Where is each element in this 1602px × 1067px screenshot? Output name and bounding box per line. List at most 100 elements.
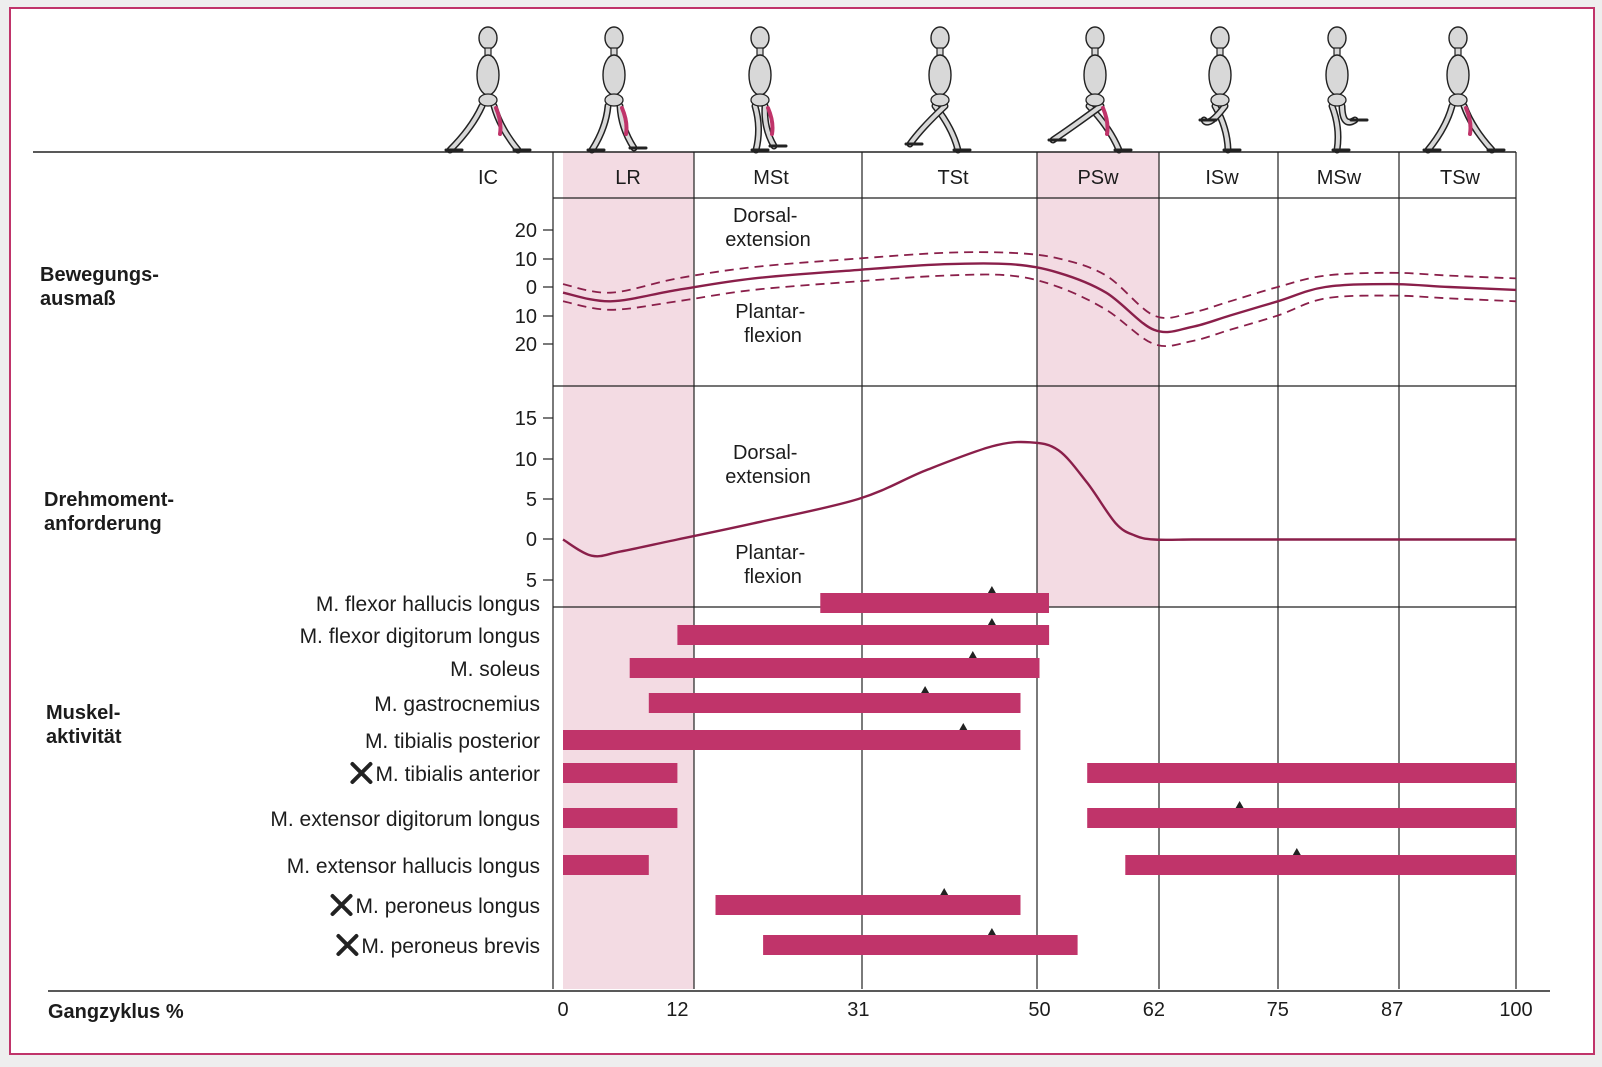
phase-label-msw: MSw <box>1317 167 1362 189</box>
x-tick-label: 12 <box>666 999 688 1021</box>
x-tick-label: 50 <box>1028 999 1050 1021</box>
torque-y-tick-label: 5 <box>526 570 537 592</box>
peak-marker <box>987 586 996 593</box>
muscle-label: M. peroneus brevis <box>361 935 540 958</box>
torque-y-tick-label: 15 <box>515 408 537 430</box>
range-y-ticks: 20 10 0 10 20 <box>515 220 553 356</box>
phase-label-ic: IC <box>478 167 498 189</box>
muscle-activity-bar <box>1087 808 1516 828</box>
range-dorsal-label-line1: Dorsal- <box>733 205 797 227</box>
walker-leg-fill <box>618 104 636 150</box>
muscle-label: M. flexor digitorum longus <box>300 625 540 648</box>
gait-figures <box>444 26 1506 154</box>
section-label-torque: Drehmoment- anforderung <box>44 489 180 535</box>
peak-marker <box>1292 848 1301 855</box>
muscle-row: M. extensor hallucis longus <box>287 848 1516 878</box>
muscle-activity-bar <box>763 935 1078 955</box>
muscle-label: M. flexor hallucis longus <box>316 593 540 616</box>
torque-demand-chart: 15 10 5 0 5 Dorsal- extension Plantar- flexi… <box>515 408 1516 592</box>
x-tick-label: 0 <box>557 999 568 1021</box>
walker-figure <box>586 26 648 154</box>
muscle-activity-bar <box>629 658 1040 678</box>
muscle-label: M. soleus <box>450 658 540 681</box>
peak-marker <box>1235 801 1244 808</box>
muscle-row: M. peroneus longus <box>330 888 1021 918</box>
walker-leg-fill <box>753 104 761 152</box>
x-tick-label: 100 <box>1499 999 1532 1021</box>
walker-leg-fill <box>1051 104 1103 142</box>
muscle-row: M. peroneus brevis <box>336 928 1078 958</box>
range-plantar-label: Plantar- flexion <box>735 301 811 347</box>
muscle-row: M. flexor digitorum longus <box>300 618 1050 648</box>
muscle-label: M. extensor hallucis longus <box>287 855 540 878</box>
muscle-activity-bar <box>563 730 1021 750</box>
peak-marker <box>968 651 977 658</box>
muscle-activity-bar <box>563 763 678 783</box>
x-mark-icon <box>350 762 373 784</box>
torque-y-tick-label: 0 <box>526 529 537 551</box>
peak-marker <box>940 888 949 895</box>
x-tick-label: 87 <box>1381 999 1403 1021</box>
muscle-label: M. peroneus longus <box>356 895 540 918</box>
muscle-label: M. gastrocnemius <box>374 693 540 716</box>
torque-y-tick-label: 10 <box>515 449 537 471</box>
peak-marker <box>959 723 968 730</box>
torque-dorsal-label-line1: Dorsal- <box>733 442 797 464</box>
range-plantar-label-line1: Plantar- <box>735 301 805 323</box>
table-grid <box>33 151 1550 992</box>
x-tick-label: 75 <box>1267 999 1289 1021</box>
peak-marker <box>987 928 996 935</box>
muscle-activity-bar <box>715 895 1021 915</box>
walker-active-muscle <box>1101 106 1110 136</box>
phase-label-psw: PSw <box>1077 167 1119 189</box>
muscle-activity-bar <box>820 593 1049 613</box>
x-tick-label: 62 <box>1143 999 1165 1021</box>
torque-y-ticks: 15 10 5 0 5 <box>515 408 553 592</box>
x-tick-label: 31 <box>847 999 869 1021</box>
muscle-row: M. extensor digitorum longus <box>270 801 1516 831</box>
section-label-range-line2: ausmaß <box>40 288 116 310</box>
muscle-activity-bar <box>1125 855 1516 875</box>
walker-figure <box>1325 26 1369 154</box>
walker-figure <box>904 26 972 154</box>
walker-figure <box>1422 26 1506 154</box>
phase-label-tsw: TSw <box>1440 167 1481 189</box>
phase-header: IC LR MSt TSt PSw ISw MSw TSw <box>478 167 1481 189</box>
range-y-tick-label: 10 <box>515 249 537 271</box>
muscle-row: M. tibialis anterior <box>350 762 1516 786</box>
section-labels: Bewegungs- ausmaß Drehmoment- anforderun… <box>40 264 180 748</box>
x-mark-icon <box>330 894 353 916</box>
preswing-shade <box>1037 152 1159 607</box>
section-label-muscle-line1: Muskel- <box>46 702 120 724</box>
muscle-row: M. gastrocnemius <box>374 686 1021 716</box>
phase-label-mst: MSt <box>753 167 789 189</box>
section-label-range: Bewegungs- ausmaß <box>40 264 164 310</box>
range-series-lines <box>562 251 1517 347</box>
section-label-range-line1: Bewegungs- <box>40 264 159 286</box>
x-mark-icon <box>336 934 359 956</box>
peak-marker <box>987 618 996 625</box>
range-plantar-label-line2: flexion <box>744 325 802 347</box>
walker-leg-fill <box>1330 104 1340 152</box>
phase-label-tst: TSt <box>937 167 969 189</box>
muscle-label: M. tibialis anterior <box>375 763 540 786</box>
muscle-activity-bar <box>563 855 649 875</box>
walker-active-muscle <box>1464 106 1473 136</box>
section-label-muscle: Muskel- aktivität <box>46 702 126 748</box>
torque-series-line <box>562 440 1516 558</box>
walker-figure <box>444 26 532 154</box>
torque-plantar-label: Plantar- flexion <box>735 542 811 588</box>
range-dorsal-label-line2: extension <box>725 229 811 251</box>
range-y-tick-label: 0 <box>526 277 537 299</box>
torque-dorsal-label-line2: extension <box>725 466 811 488</box>
section-label-torque-line1: Drehmoment- <box>44 489 174 511</box>
section-label-torque-line2: anforderung <box>44 513 162 535</box>
gait-cycle-axis: Gangzyklus % 0 12 31 50 62 75 87 100 <box>48 999 1533 1023</box>
muscle-activity-bar <box>1087 763 1516 783</box>
muscle-activity-bar <box>563 808 678 828</box>
x-axis-label: Gangzyklus % <box>48 1001 184 1023</box>
walker-figure <box>1198 26 1242 154</box>
muscle-row: M. soleus <box>450 651 1040 681</box>
phase-label-lr: LR <box>615 167 641 189</box>
